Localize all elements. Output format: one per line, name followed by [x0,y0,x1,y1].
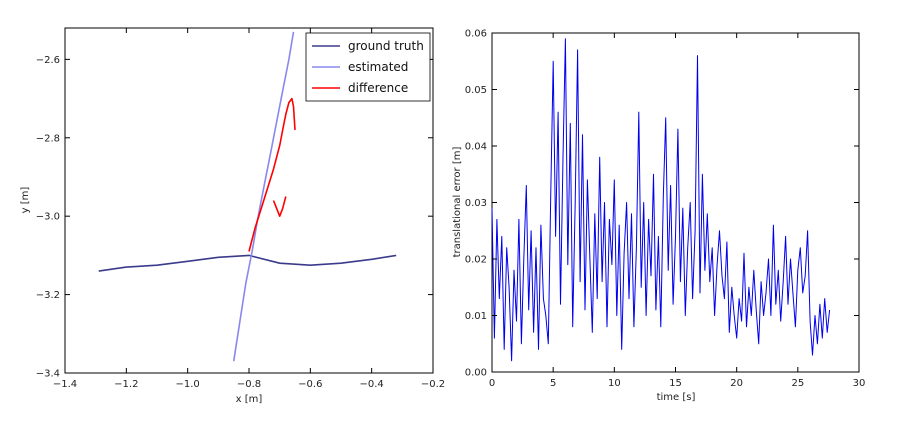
right-x-tick-label: 5 [550,378,556,389]
trajectory-x-axis-label: x [m] [236,394,263,405]
left-y-tick-label: −3.0 [36,212,60,223]
legend-label-difference: difference [348,81,408,95]
error-x-ticks: 0 5 10 15 20 25 30 [489,33,866,389]
legend-label-estimated: estimated [348,60,408,74]
right-y-tick-label: 0.04 [465,142,487,153]
trajectory-plot: −1.4 −1.2 −1.0 −0.8 −0.6 −0.4 −0.2 −3.4−3.2−3.… [20,27,445,405]
right-x-tick-label: 25 [791,378,804,389]
trajectory-x-ticks: −1.4 −1.2 −1.0 −0.8 −0.6 −0.4 −0.2 [53,28,445,390]
right-y-tick-label: 0.01 [465,311,487,322]
right-x-tick-label: 20 [730,378,743,389]
error-plot: 0 5 10 15 20 25 30 0.000.010.020.030.040.050.0… [452,29,865,404]
error-plot-data [491,38,831,362]
legend: ground truth estimated difference [305,32,431,102]
right-y-tick-label: 0.06 [465,29,487,40]
error-plot-frame [491,32,860,373]
right-y-tick-label: 0.02 [465,255,487,266]
error-y-axis-label: translational error [m] [452,147,463,258]
right-y-tick-label: 0.05 [465,85,487,96]
legend-label-ground-truth: ground truth [348,39,424,53]
left-y-tick-label: −2.8 [36,133,60,144]
left-x-tick-label: −0.6 [298,379,322,390]
error-x-axis-label: time [s] [657,392,696,403]
right-x-tick-label: 10 [608,378,621,389]
trajectory-plot-data [98,31,397,362]
left-x-tick-label: −1.0 [176,379,200,390]
left-series-series-3 [272,196,287,217]
left-series-estimated [232,31,295,362]
trajectory-y-axis-label: y [m] [20,187,31,214]
left-series-ground-truth [98,254,397,272]
right-series-series-0 [491,38,831,362]
left-x-tick-label: −0.8 [237,379,261,390]
left-x-tick-label: −1.4 [53,379,77,390]
left-y-tick-label: −3.2 [36,290,60,301]
right-y-tick-label: 0.00 [465,368,487,379]
left-x-tick-label: −0.2 [421,379,445,390]
trajectory-y-ticks: −3.4 −3.2 −3.0 −2.8 −2.6 [36,55,433,380]
left-series-difference [248,97,296,252]
left-y-tick-label: −3.4 [36,369,60,380]
right-x-tick-label: 0 [489,378,495,389]
left-y-tick-label: −2.6 [36,55,60,66]
error-y-ticks: 0.00 0.01 0.02 0.03 0.04 0.05 0.06 [465,29,859,379]
right-x-tick-label: 15 [669,378,682,389]
left-x-tick-label: −0.4 [360,379,384,390]
right-y-tick-label: 0.03 [465,198,487,209]
right-x-tick-label: 30 [853,378,866,389]
left-x-tick-label: −1.2 [114,379,138,390]
